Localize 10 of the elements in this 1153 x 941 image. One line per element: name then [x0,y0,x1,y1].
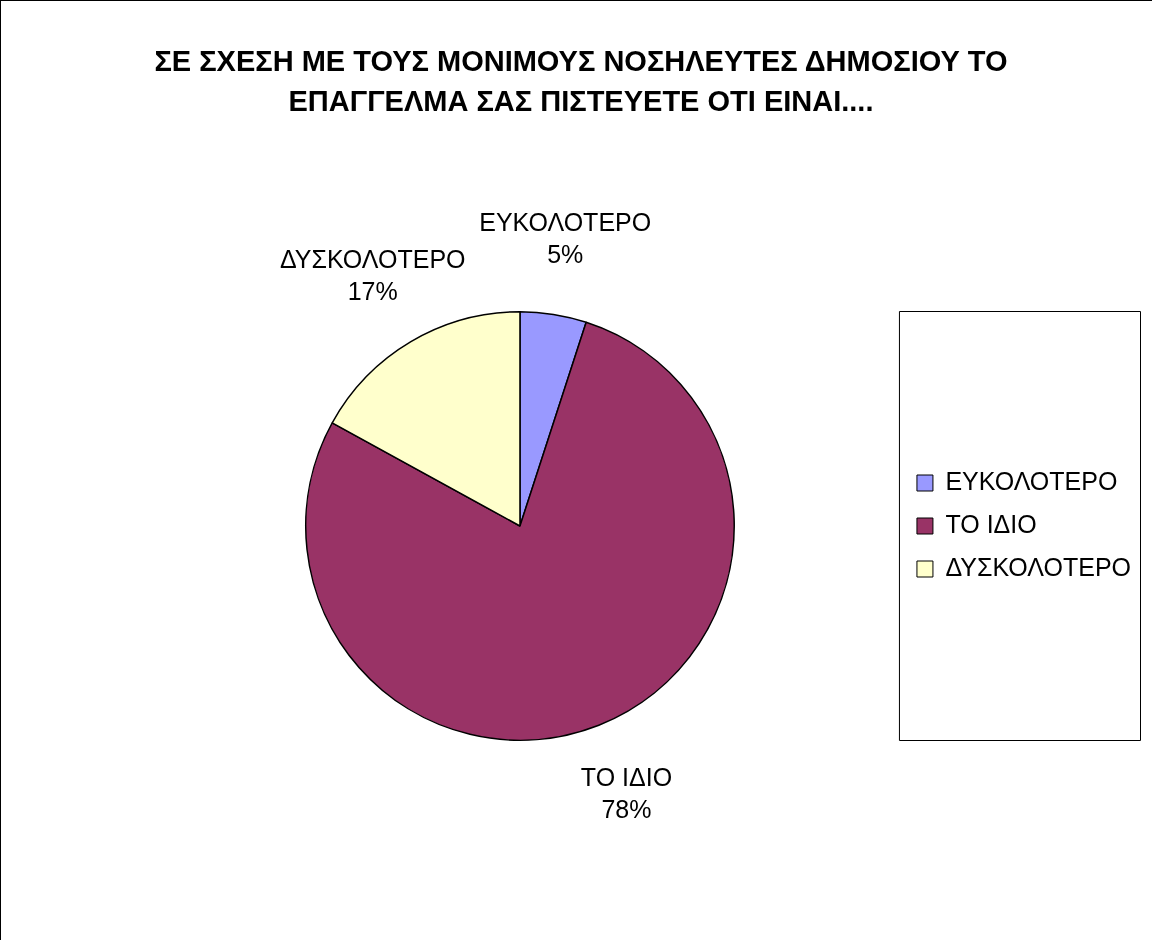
slice-label: ΕΥΚΟΛΟΤΕΡΟ [479,208,652,237]
data-label: 5% [547,240,584,269]
chart-title: ΣΕ ΣΧΕΣΗ ΜΕ ΤΟΥΣ ΜΟΝΙΜΟΥΣ ΝΟΣΗΛΕΥΤΕΣ ΔΗΜΟΣΙΟΥ ΤΟ ΕΠΑΓΓΕΛΜΑ ΣΑΣ ΠΙΣΤΕΥΕΤΕ ΟΤΙ ΕΙΝΑΙ.... [153,44,1009,119]
slice-label: ΤΟ ΙΔΙΟ [580,762,673,791]
legend-label: ΔΥΣΚΟΛΟΤΕΡΟ [945,552,1131,581]
data-label: 78% [601,794,652,823]
data-label: 17% [347,276,398,305]
legend-label: ΕΥΚΟΛΟΤΕΡΟ [945,466,1118,495]
legend-label: ΤΟ ΙΔΙΟ [945,509,1037,538]
slice-label: ΔΥΣΚΟΛΟΤΕΡΟ [279,244,466,273]
